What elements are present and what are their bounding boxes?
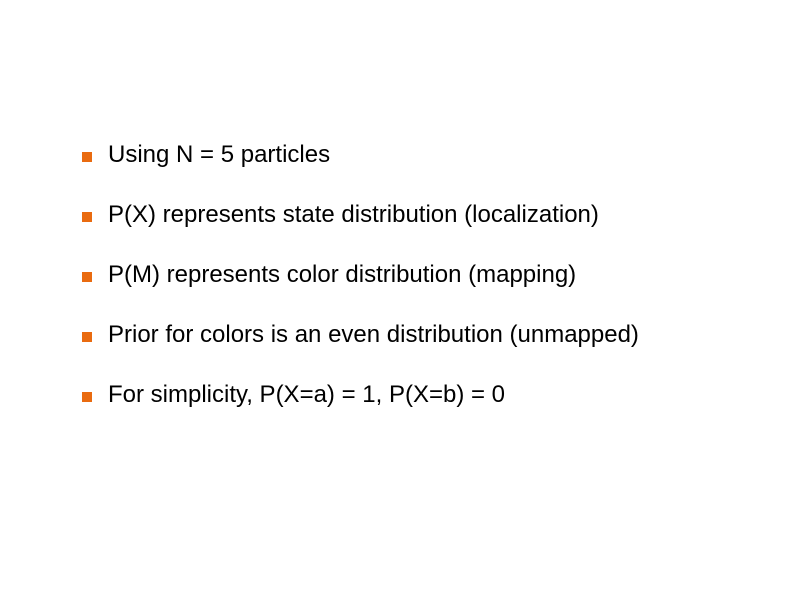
list-item: P(X) represents state distribution (loca…	[70, 200, 724, 230]
list-item: P(M) represents color distribution (mapp…	[70, 260, 724, 290]
bullet-list: Using N = 5 particles P(X) represents st…	[70, 140, 724, 410]
list-item: Using N = 5 particles	[70, 140, 724, 170]
slide: Using N = 5 particles P(X) represents st…	[0, 0, 794, 595]
bullet-text: For simplicity, P(X=a) = 1, P(X=b) = 0	[108, 381, 505, 408]
list-item: For simplicity, P(X=a) = 1, P(X=b) = 0	[70, 380, 724, 410]
bullet-text: Prior for colors is an even distribution…	[108, 321, 639, 348]
bullet-text: P(M) represents color distribution (mapp…	[108, 261, 576, 288]
bullet-text: P(X) represents state distribution (loca…	[108, 201, 599, 228]
list-item: Prior for colors is an even distribution…	[70, 320, 724, 350]
bullet-text: Using N = 5 particles	[108, 141, 330, 168]
